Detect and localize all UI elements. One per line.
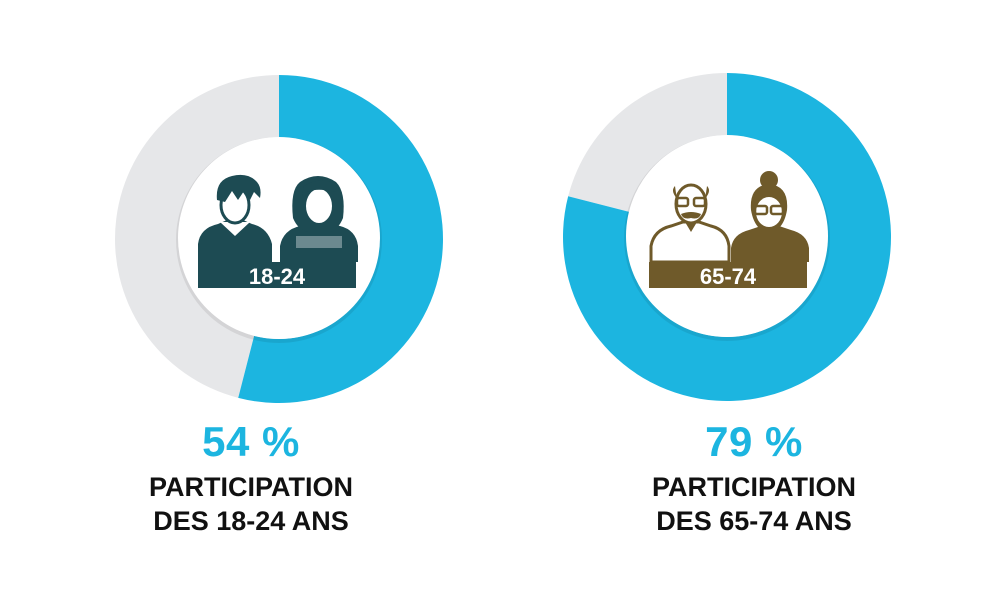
participation-value-65-74: 79 %	[705, 418, 803, 465]
donut-chart-18-24: 18-24	[115, 75, 444, 403]
caption-line1-18-24: PARTICIPATION	[149, 472, 353, 502]
donut-slice-remainder-65-74	[568, 73, 727, 213]
senior-people-icon	[649, 171, 809, 288]
caption-line1-65-74: PARTICIPATION	[652, 472, 856, 502]
participation-value-18-24: 54 %	[202, 418, 300, 465]
caption-18-24: PARTICIPATION DES 18-24 ANS	[0, 470, 502, 538]
donut-slice-remainder-18-24	[115, 75, 279, 398]
caption-line2-65-74: DES 65-74 ANS	[656, 506, 852, 536]
donut-panel-65-74: 65-74 79 % PARTICIPATION DES 65-74 ANS	[503, 0, 1005, 605]
donut-slice-value-18-24	[238, 75, 444, 403]
young-people-icon	[198, 174, 358, 288]
caption-65-74: PARTICIPATION DES 65-74 ANS	[503, 470, 1005, 538]
age-badge-label-65-74: 65-74	[700, 264, 757, 289]
caption-line2-18-24: DES 18-24 ANS	[153, 506, 349, 536]
donut-panel-18-24: 18-24 54 % PARTICIPATION DES 18-24 ANS	[0, 0, 502, 605]
donut-slice-value-65-74	[563, 73, 891, 402]
donut-chart-65-74: 65-74	[563, 73, 891, 402]
age-badge-label-18-24: 18-24	[249, 264, 306, 289]
